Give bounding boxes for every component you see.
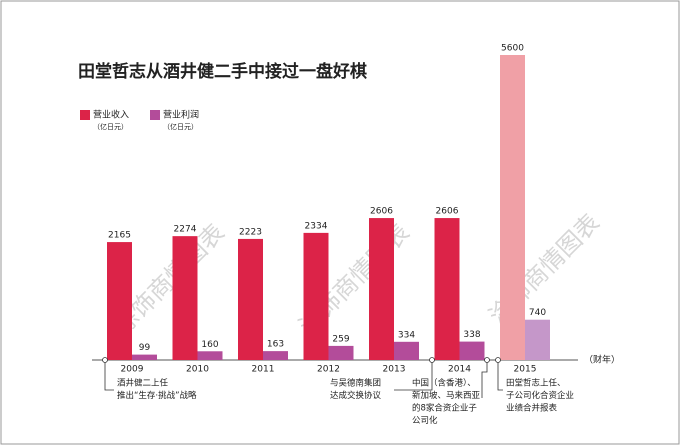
annotation-text: 新加坡、马来西亚 xyxy=(412,390,481,401)
bar xyxy=(303,232,329,360)
value-label: 2606 xyxy=(436,207,459,217)
leader-line xyxy=(497,360,503,391)
value-label: 2223 xyxy=(239,227,262,237)
value-label: 334 xyxy=(398,330,415,340)
value-label: 5600 xyxy=(501,44,524,54)
event-marker xyxy=(102,357,108,363)
annotation-text: 推出“生存·挑战”战略 xyxy=(117,390,197,401)
legend-swatch xyxy=(80,110,90,120)
value-label: 99 xyxy=(139,343,151,353)
bar xyxy=(197,351,223,360)
bar xyxy=(394,341,419,360)
annotation-text: 公司化 xyxy=(412,415,438,426)
legend-label: 营业利润 xyxy=(163,109,199,121)
x-tick-label: 2009 xyxy=(121,365,144,375)
annotation-text: 的8家合资企业子 xyxy=(412,403,477,414)
leader-line xyxy=(104,360,114,391)
value-label: 2165 xyxy=(108,231,131,241)
x-tick-label: 2012 xyxy=(317,365,340,375)
bar xyxy=(369,218,394,360)
value-label: 338 xyxy=(463,330,480,340)
annotation-text: 中国（含香港）、 xyxy=(412,378,476,389)
legend-swatch xyxy=(150,110,160,120)
value-label: 163 xyxy=(267,340,284,350)
bar xyxy=(459,341,485,360)
value-label: 2606 xyxy=(370,207,393,217)
event-marker xyxy=(484,357,490,363)
annotation-text: 业绩合并报表 xyxy=(506,403,558,414)
bar xyxy=(107,242,132,360)
bar xyxy=(238,238,263,360)
x-tick-label: 2011 xyxy=(252,365,275,375)
x-tick-label: 2010 xyxy=(186,365,209,375)
value-label: 2334 xyxy=(305,221,328,231)
event-marker xyxy=(429,357,435,363)
value-label: 740 xyxy=(529,308,546,318)
value-label: 160 xyxy=(201,340,218,350)
bar xyxy=(434,218,460,360)
value-label: 2274 xyxy=(174,225,197,235)
x-tick-label: 2013 xyxy=(383,365,406,375)
bar xyxy=(263,351,288,360)
legend-unit: （亿日元） xyxy=(93,122,128,131)
x-axis-label: （财年） xyxy=(584,354,620,366)
x-tick-label: 2015 xyxy=(514,365,537,375)
x-tick-label: 2014 xyxy=(448,365,471,375)
leader-line xyxy=(394,360,433,391)
event-marker xyxy=(495,357,501,363)
bar xyxy=(525,319,550,360)
leader-line xyxy=(481,360,488,398)
annotation-text: 酒井健二上任 xyxy=(117,378,169,389)
bar xyxy=(132,354,157,360)
bar xyxy=(328,345,354,360)
annotation-text: 田堂哲志上任、 xyxy=(506,378,566,389)
value-label: 259 xyxy=(332,334,349,344)
bar xyxy=(172,236,198,360)
legend-unit: （亿日元） xyxy=(163,122,198,131)
annotation-text: 与吴德南集团 xyxy=(330,378,381,389)
legend-label: 营业收入 xyxy=(93,109,129,121)
annotation-text: 达成交换协议 xyxy=(330,390,382,401)
annotation-text: 子公司化合资企业 xyxy=(506,390,574,401)
bar xyxy=(500,55,525,360)
chart-title: 田堂哲志从酒井健二手中接过一盘好棋 xyxy=(78,61,367,82)
